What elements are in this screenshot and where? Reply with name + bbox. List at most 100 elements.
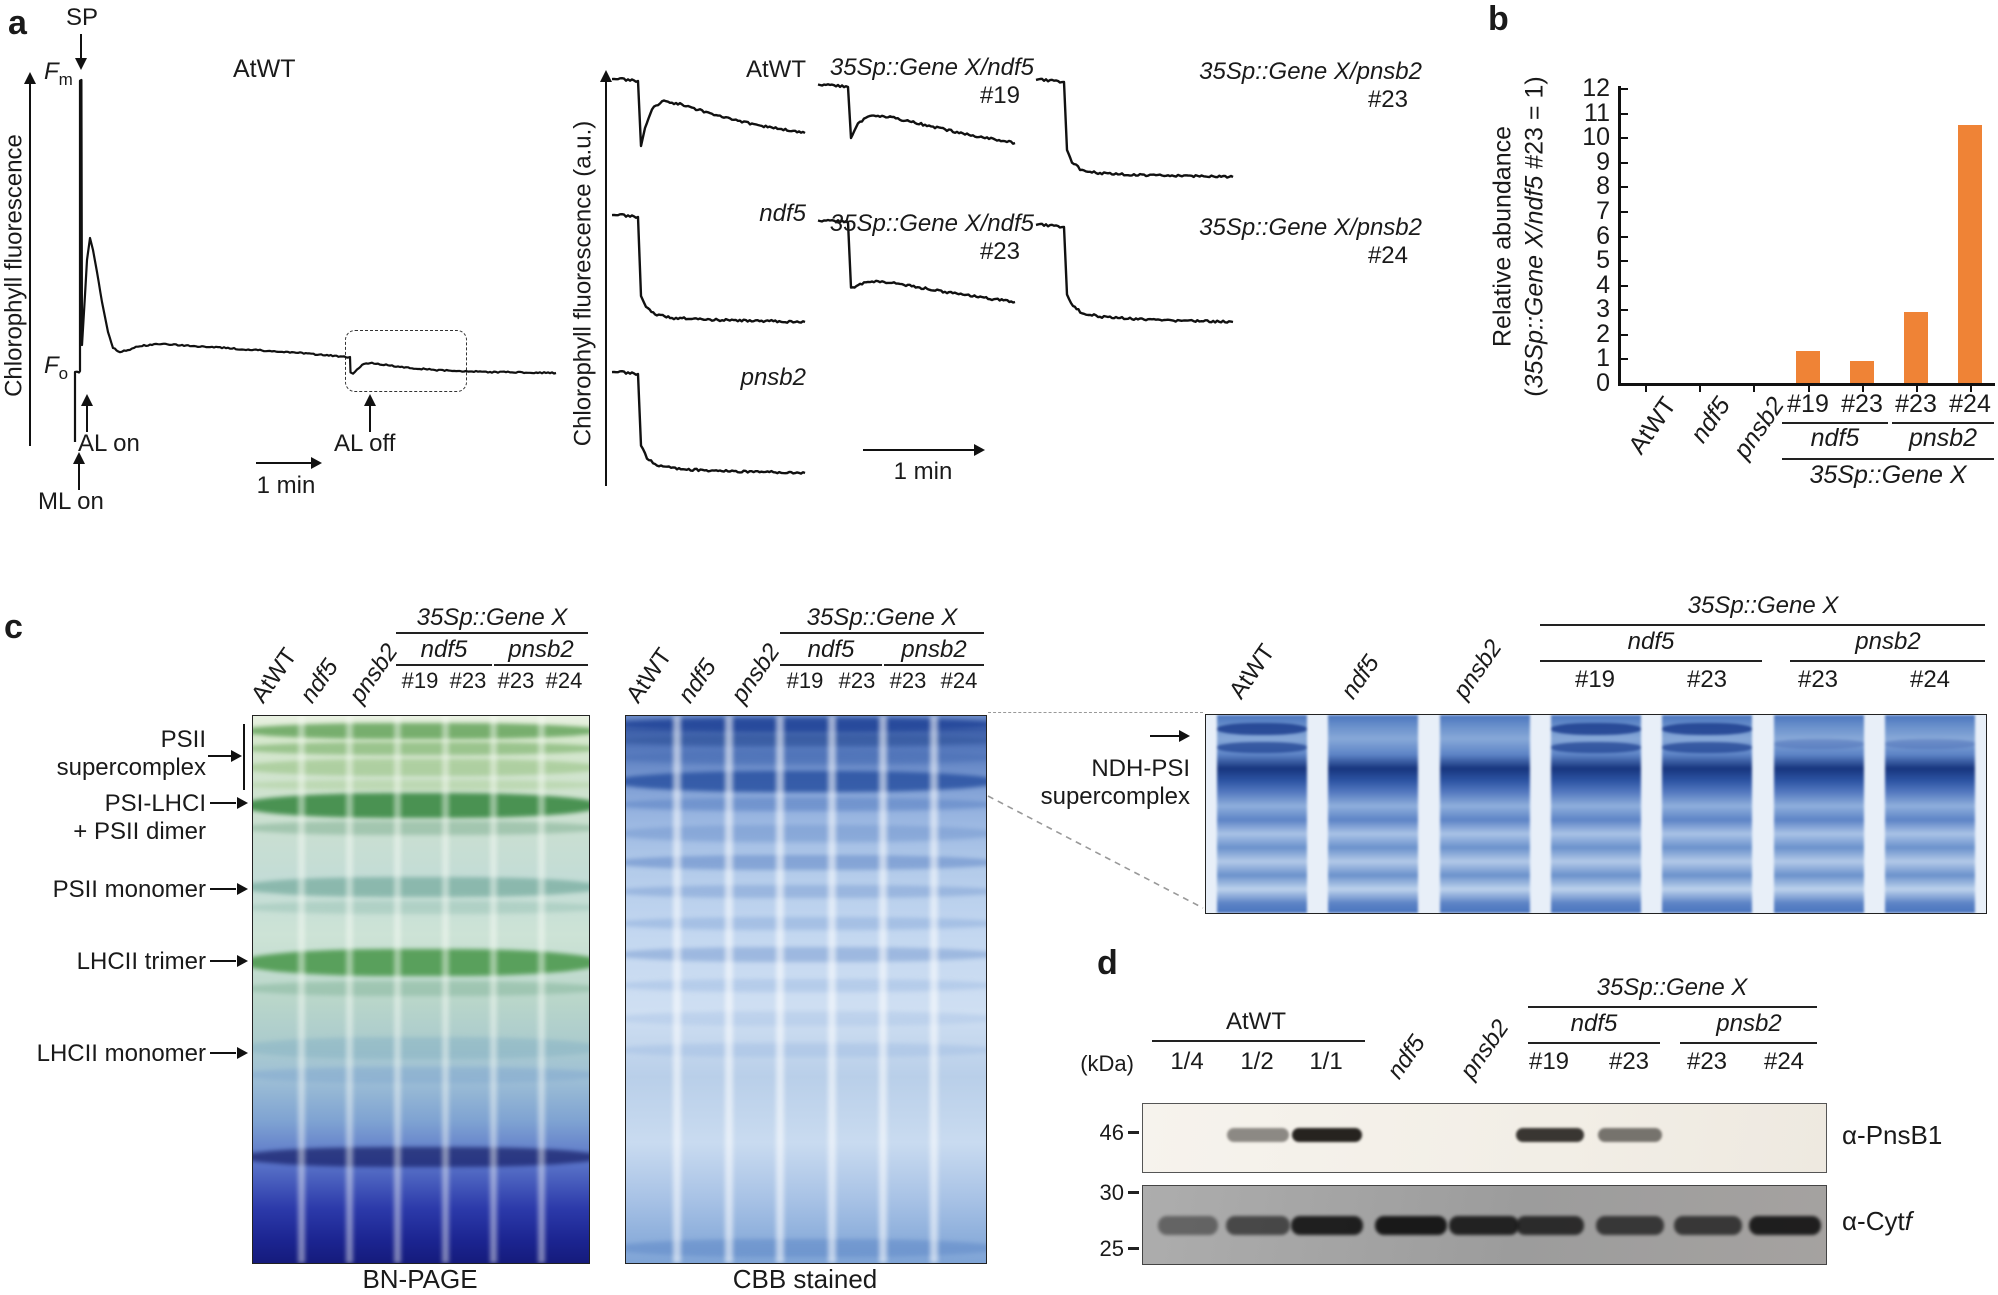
subgroup-underline — [396, 664, 492, 666]
gel-band — [626, 771, 986, 792]
b-xtick — [1808, 385, 1810, 392]
lane-label-rotated-AtWT: AtWT — [620, 643, 678, 708]
gel-band — [253, 793, 589, 818]
gel-band — [253, 949, 589, 976]
psi-lhci-arrowhead — [237, 797, 248, 809]
faint-top-band — [1773, 739, 1864, 749]
trace-label-line1: 35Sp::Gene X/pnsb2 — [1199, 58, 1422, 85]
gel-band — [626, 917, 986, 930]
a-left-title: AtWT — [233, 55, 296, 83]
b-ytick — [1620, 112, 1628, 115]
band-label-line: + PSII dimer — [73, 818, 206, 845]
pnsb1-band-2 — [1292, 1128, 1362, 1142]
b-xlabel-#23: #23 — [1895, 390, 1937, 418]
lane-label-rotated-AtWT: AtWT — [1223, 639, 1281, 704]
cytf-band-8 — [1749, 1216, 1821, 1235]
gel-band — [626, 1043, 986, 1057]
subgroup-label-pnsb2: pnsb2 — [1855, 628, 1921, 655]
b-xtick — [1753, 385, 1755, 392]
b-ytick-label: 2 — [1596, 319, 1610, 348]
b-ytick-label: 0 — [1596, 369, 1610, 397]
band-label-line: PSI-LHCI — [104, 790, 206, 817]
zoom-gel-lane-2 — [1439, 715, 1530, 913]
gel-band — [626, 735, 986, 746]
d-dilution-1/2: 1/2 — [1240, 1048, 1274, 1075]
anti-cytf-italic: f — [1904, 1206, 1912, 1236]
pnsb1-band-1 — [1227, 1128, 1289, 1142]
pnsb1-band-6 — [1598, 1128, 1662, 1142]
band-label-psii-supercomplex: PSII supercomplex — [0, 726, 206, 782]
b-ytick — [1620, 88, 1628, 90]
b-ytick-label: 3 — [1596, 295, 1610, 324]
trace-label-line2: #19 — [979, 82, 1020, 109]
subgroup-underline — [780, 664, 882, 666]
gel-band — [626, 1239, 986, 1257]
ndh-psi-band — [1662, 723, 1753, 735]
band-label-line: PSII — [160, 726, 206, 753]
b-ytick — [1620, 186, 1628, 189]
b-ytick-label: 1 — [1596, 344, 1610, 373]
lane-label-num: #24 — [940, 668, 978, 693]
trace-label-line2: #24 — [1367, 242, 1408, 269]
faint-top-band — [1885, 739, 1976, 749]
lhcii-monomer-arrow — [210, 1052, 236, 1054]
b-ytick-label: 5 — [1596, 246, 1610, 275]
trace-label-line1: 35Sp::Gene X/pnsb2 — [1199, 214, 1422, 241]
trace-label-3: ndf5 — [426, 200, 806, 228]
anti-pnsb1-text: α-PnsB1 — [1842, 1120, 1943, 1150]
panel-b-letter: b — [1488, 0, 1509, 38]
b-yaxis-line — [1618, 86, 1621, 385]
a-left-yaxis — [29, 84, 31, 446]
group-title: 35Sp::Gene X — [806, 604, 958, 631]
a-right-yaxis — [605, 82, 607, 486]
b-ylabel-line2-post: #23 = 1) — [1520, 76, 1549, 176]
b-ytick-label: 9 — [1596, 147, 1610, 176]
marker-30-dash — [1128, 1191, 1139, 1194]
gel-band — [253, 742, 589, 755]
band-label-lhcii-trimer: LHCII trimer — [0, 948, 206, 976]
panel-a-letter: a — [8, 4, 27, 42]
trace-label-1: 35Sp::Gene X/ndf5 #19 — [654, 54, 1034, 110]
d-dilution-1/4: 1/4 — [1170, 1048, 1204, 1075]
a-sp-label: SP — [66, 4, 99, 31]
trace-label-line1: ndf5 — [759, 200, 806, 227]
group-title-underline — [1540, 624, 1985, 626]
trace-label-0: AtWT — [426, 56, 806, 84]
marker-30: 30 — [1099, 1180, 1124, 1205]
b-ytick-label: 10 — [1582, 123, 1610, 152]
subgroup-label-ndf5: ndf5 — [420, 636, 468, 663]
b-xlabel-#23: #23 — [1841, 390, 1883, 418]
ndh-psi-arrowhead — [1179, 730, 1190, 742]
psi-lhci-arrow — [210, 802, 236, 804]
band-label-psii-monomer: PSII monomer — [0, 876, 206, 904]
fm-f: F — [44, 58, 59, 85]
gel-band — [626, 947, 986, 962]
zoom-gel-lane-3 — [1550, 715, 1641, 913]
lane-label-num: #23 — [1797, 666, 1839, 693]
lane-label-num: #23 — [889, 668, 927, 693]
psii-supercomplex-arrow — [208, 755, 232, 757]
band-label-line: LHCII monomer — [36, 1040, 206, 1067]
subgroup-label-ndf5: ndf5 — [1627, 628, 1675, 655]
anti-pnsb1-label: α-PnsB1 — [1842, 1122, 1942, 1149]
lane-label-num: #23 — [449, 668, 487, 693]
band-label-line: LHCII trimer — [76, 948, 206, 975]
trace-label-line1: 35Sp::Gene X/ndf5 — [829, 54, 1034, 81]
lane-separator — [393, 716, 401, 1263]
lane-label-rotated-ndf5: ndf5 — [294, 654, 344, 708]
ndh-psi-arrow — [1150, 735, 1180, 737]
psii-supercomplex-arrowhead — [231, 750, 242, 762]
b-ytick — [1620, 161, 1628, 164]
b-bar-#23 — [1904, 311, 1928, 383]
kda-label: (kDa) — [1080, 1051, 1134, 1076]
zoom-connector-top — [988, 712, 1203, 713]
lane-separator — [724, 716, 733, 1263]
b-ytick-label: 11 — [1584, 98, 1610, 127]
a-sp-arrowhead — [75, 58, 87, 70]
cytf-band-3 — [1375, 1216, 1447, 1235]
band-label-line: PSII monomer — [52, 876, 206, 903]
subgroup-underline — [494, 664, 588, 666]
b-ytick-label: 7 — [1596, 196, 1610, 225]
